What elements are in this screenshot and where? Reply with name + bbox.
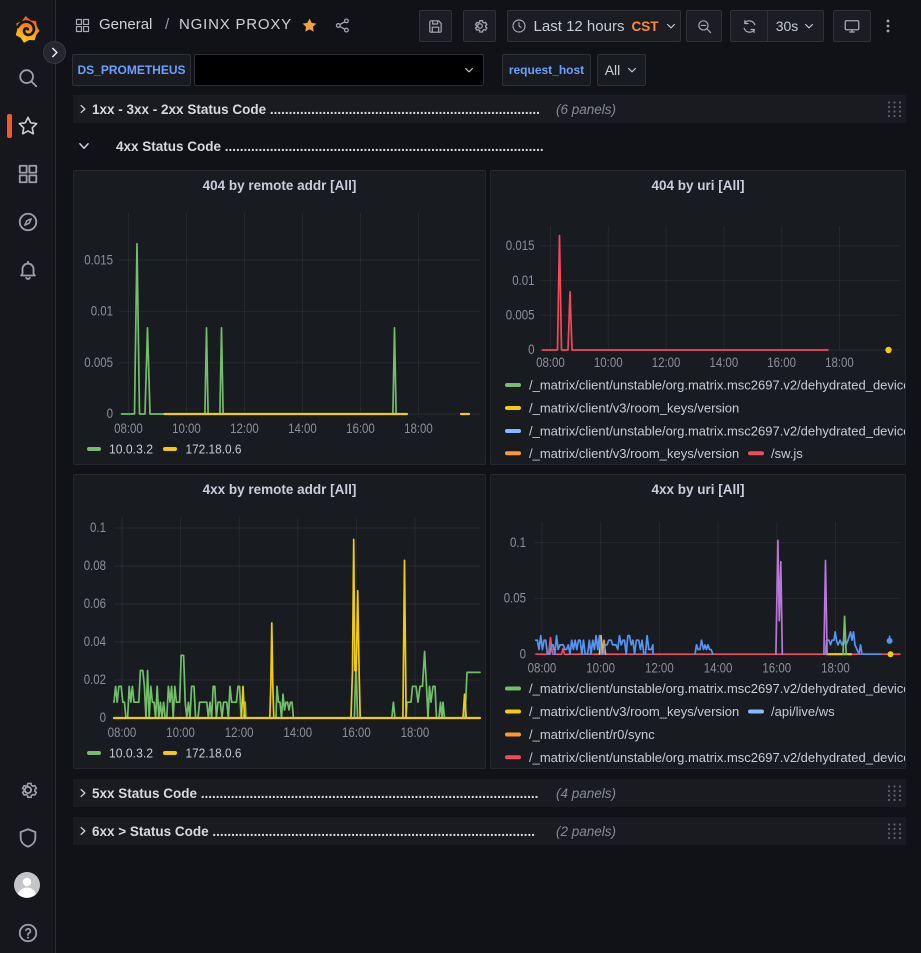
svg-text:0: 0 xyxy=(528,341,535,357)
svg-text:16:00: 16:00 xyxy=(762,660,791,676)
svg-text:10:00: 10:00 xyxy=(166,724,195,740)
svg-text:/_matrix/client/r0/sync: /_matrix/client/r0/sync xyxy=(529,727,655,742)
svg-text:12:00: 12:00 xyxy=(225,724,254,740)
svg-text:16:00: 16:00 xyxy=(346,420,375,436)
svg-text:0.1: 0.1 xyxy=(510,534,526,550)
svg-text:/_matrix/client/unstable/org.m: /_matrix/client/unstable/org.matrix.msc2… xyxy=(529,378,906,393)
svg-text:10:00: 10:00 xyxy=(172,420,201,436)
svg-text:14:00: 14:00 xyxy=(710,354,739,370)
svg-text:08:00: 08:00 xyxy=(528,660,557,676)
svg-text:0.015: 0.015 xyxy=(506,237,535,253)
svg-text:16:00: 16:00 xyxy=(767,354,796,370)
svg-text:0.02: 0.02 xyxy=(84,671,106,687)
svg-text:14:00: 14:00 xyxy=(283,724,312,740)
svg-text:14:00: 14:00 xyxy=(288,420,317,436)
svg-text:0: 0 xyxy=(100,709,107,725)
svg-text:08:00: 08:00 xyxy=(108,724,137,740)
svg-text:18:00: 18:00 xyxy=(821,660,850,676)
svg-text:08:00: 08:00 xyxy=(114,420,143,436)
svg-text:/api/live/ws: /api/live/ws xyxy=(771,704,835,719)
svg-text:/_matrix/client/unstable/org.m: /_matrix/client/unstable/org.matrix.msc2… xyxy=(529,681,906,696)
svg-text:0.015: 0.015 xyxy=(84,251,113,267)
svg-text:172.18.0.6: 172.18.0.6 xyxy=(186,442,242,457)
svg-text:/_matrix/client/unstable/org.m: /_matrix/client/unstable/org.matrix.msc2… xyxy=(529,424,906,439)
svg-text:0.01: 0.01 xyxy=(512,272,534,288)
svg-text:12:00: 12:00 xyxy=(230,420,259,436)
svg-text:0.005: 0.005 xyxy=(506,307,535,323)
svg-text:18:00: 18:00 xyxy=(401,724,430,740)
svg-text:/_matrix/client/v3/room_keys/v: /_matrix/client/v3/room_keys/version xyxy=(529,704,739,719)
svg-text:14:00: 14:00 xyxy=(704,660,733,676)
svg-text:10.0.3.2: 10.0.3.2 xyxy=(109,746,153,761)
svg-text:0.08: 0.08 xyxy=(84,557,106,573)
svg-text:/_matrix/client/unstable/org.m: /_matrix/client/unstable/org.matrix.msc2… xyxy=(529,750,906,765)
svg-text:12:00: 12:00 xyxy=(645,660,674,676)
svg-text:0.06: 0.06 xyxy=(84,595,106,611)
svg-text:0.05: 0.05 xyxy=(504,590,526,606)
svg-text:18:00: 18:00 xyxy=(825,354,854,370)
svg-text:0.005: 0.005 xyxy=(84,354,113,370)
svg-text:/_matrix/client/v3/room_keys/v: /_matrix/client/v3/room_keys/version xyxy=(529,446,739,461)
svg-text:10:00: 10:00 xyxy=(586,660,615,676)
svg-text:/_matrix/client/v3/room_keys/v: /_matrix/client/v3/room_keys/version xyxy=(529,401,739,416)
svg-text:0: 0 xyxy=(107,405,114,421)
svg-text:12:00: 12:00 xyxy=(652,354,681,370)
svg-text:18:00: 18:00 xyxy=(404,420,433,436)
svg-text:16:00: 16:00 xyxy=(342,724,371,740)
svg-text:0: 0 xyxy=(520,645,527,661)
svg-text:10:00: 10:00 xyxy=(594,354,623,370)
svg-text:0.1: 0.1 xyxy=(90,519,106,535)
svg-text:172.18.0.6: 172.18.0.6 xyxy=(186,746,242,761)
svg-text:10.0.3.2: 10.0.3.2 xyxy=(109,442,153,457)
svg-text:08:00: 08:00 xyxy=(536,354,565,370)
svg-text:/sw.js: /sw.js xyxy=(771,446,803,461)
svg-text:0.04: 0.04 xyxy=(84,633,106,649)
svg-text:0.01: 0.01 xyxy=(91,303,113,319)
